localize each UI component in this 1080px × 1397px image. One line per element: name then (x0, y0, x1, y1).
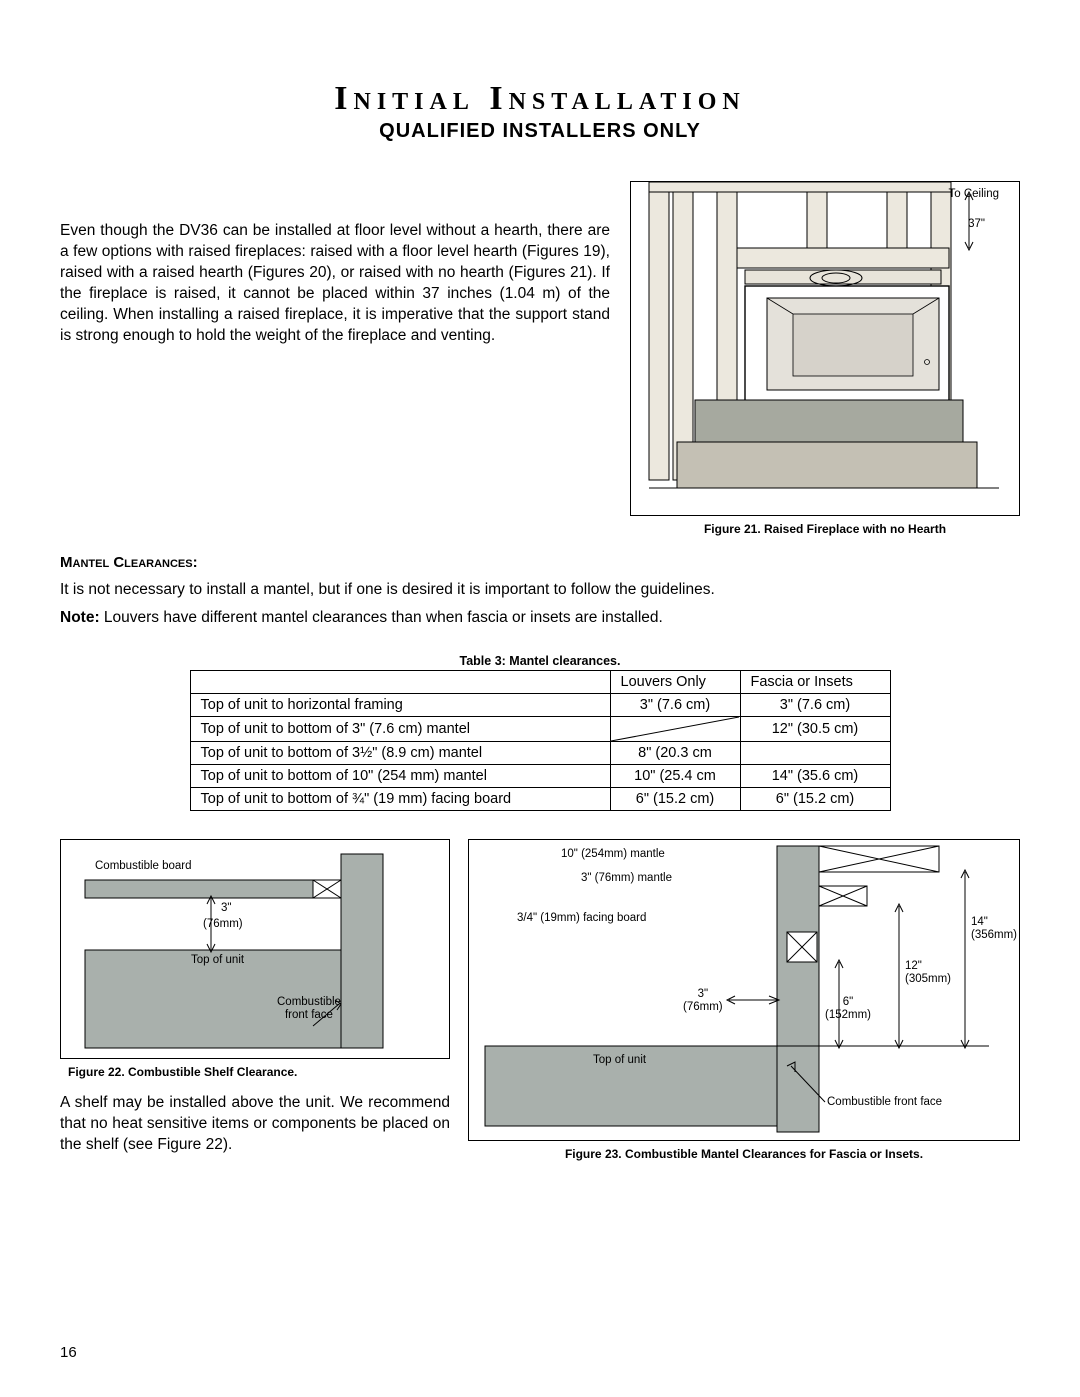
fig21-37-label: 37" (968, 218, 985, 231)
table-cell: Top of unit to horizontal framing (190, 693, 610, 716)
table-cell: Top of unit to bottom of 3" (7.6 cm) man… (190, 716, 610, 741)
figure-23-caption: Figure 23. Combustible Mantel Clearances… (468, 1147, 1020, 1161)
figure-22: Combustible board 3" (76mm) Top of unit … (60, 839, 450, 1059)
table-row: Top of unit to bottom of ¾" (19 mm) faci… (190, 787, 890, 810)
fig23-3-76: 3" (76mm) (683, 988, 723, 1014)
fig22-top-of-unit: Top of unit (191, 954, 244, 967)
fig23-facing: 3/4" (19mm) facing board (517, 912, 646, 925)
fig22-combustible-front: Combustible front face (277, 996, 341, 1022)
table-row: Top of unit to bottom of 10" (254 mm) ma… (190, 764, 890, 787)
table-row: Top of unit to horizontal framing3" (7.6… (190, 693, 890, 716)
table-cell: 10" (25.4 cm (610, 764, 740, 787)
page-title: Initial Installation (60, 80, 1020, 118)
fig23-mantle3: 3" (76mm) mantle (581, 872, 672, 885)
table-cell: 6" (15.2 cm) (610, 787, 740, 810)
page-subtitle: QUALIFIED INSTALLERS ONLY (60, 120, 1020, 143)
table-cell: 14" (35.6 cm) (740, 764, 890, 787)
note-rest: Louvers have different mantel clearances… (100, 609, 663, 626)
intro-paragraph: Even though the DV36 can be installed at… (60, 221, 610, 347)
page-number: 16 (60, 1344, 77, 1361)
table-3-title: Table 3: Mantel clearances. (60, 654, 1020, 668)
table-3: Louvers Only Fascia or Insets Top of uni… (190, 670, 891, 811)
fig23-combustible-front: Combustible front face (827, 1096, 942, 1109)
fig22-3in: 3" (221, 902, 231, 915)
mantel-p2: Note: Louvers have different mantel clea… (60, 607, 1020, 629)
fig23-6-152: 6" (152mm) (825, 996, 871, 1022)
table-row: Top of unit to bottom of 3" (7.6 cm) man… (190, 716, 890, 741)
figure-23: 10" (254mm) mantle 3" (76mm) mantle 3/4"… (468, 839, 1020, 1141)
th-fascia: Fascia or Insets (740, 670, 890, 693)
fig23-mantle10: 10" (254mm) mantle (561, 848, 665, 861)
table-cell: 8" (20.3 cm (610, 741, 740, 764)
table-cell: 3" (7.6 cm) (740, 693, 890, 716)
figure-21: To Ceiling 37" (630, 181, 1020, 516)
mantel-clearances-heading: Mantel Clearances: (60, 554, 1020, 571)
figure-21-caption: Figure 21. Raised Fireplace with no Hear… (630, 522, 1020, 536)
note-prefix: Note: (60, 609, 100, 626)
table-cell: Top of unit to bottom of 10" (254 mm) ma… (190, 764, 610, 787)
table-row: Top of unit to bottom of 3½" (8.9 cm) ma… (190, 741, 890, 764)
table-cell: Top of unit to bottom of 3½" (8.9 cm) ma… (190, 741, 610, 764)
figure-22-caption: Figure 22. Combustible Shelf Clearance. (60, 1065, 450, 1079)
fig21-to-ceiling-label: To Ceiling (949, 188, 1000, 201)
fig22-76mm: (76mm) (203, 918, 243, 931)
fig23-12-305: 12" (305mm) (905, 960, 951, 986)
shelf-paragraph: A shelf may be installed above the unit.… (60, 1093, 450, 1156)
mantel-p1: It is not necessary to install a mantel,… (60, 579, 1020, 601)
th-blank (190, 670, 610, 693)
fig23-top-of-unit: Top of unit (593, 1054, 646, 1067)
table-cell: 6" (15.2 cm) (740, 787, 890, 810)
table-cell (610, 716, 740, 741)
table-cell (740, 741, 890, 764)
fig23-14-356: 14" (356mm) (971, 916, 1017, 942)
table-cell: 3" (7.6 cm) (610, 693, 740, 716)
table-cell: Top of unit to bottom of ¾" (19 mm) faci… (190, 787, 610, 810)
fig22-combustible-board: Combustible board (95, 860, 192, 873)
th-louvers: Louvers Only (610, 670, 740, 693)
table-header-row: Louvers Only Fascia or Insets (190, 670, 890, 693)
table-cell: 12" (30.5 cm) (740, 716, 890, 741)
